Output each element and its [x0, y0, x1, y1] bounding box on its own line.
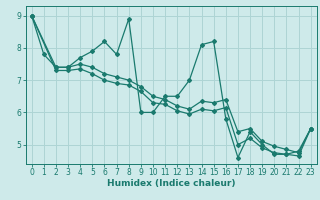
X-axis label: Humidex (Indice chaleur): Humidex (Indice chaleur): [107, 179, 236, 188]
